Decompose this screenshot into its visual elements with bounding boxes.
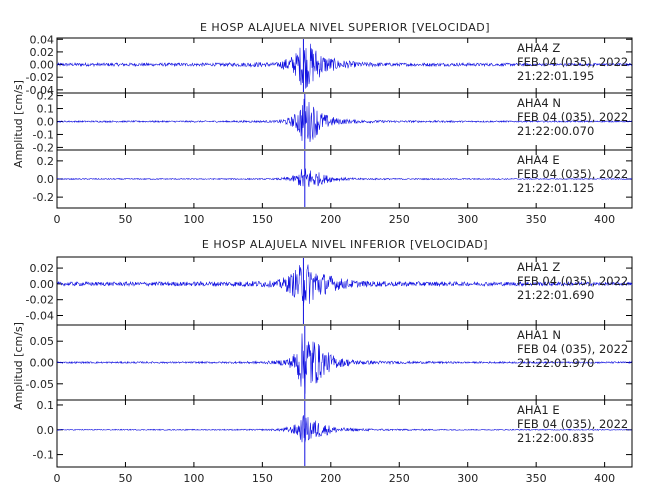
record-time-label: 21:22:01.970 xyxy=(517,356,594,370)
y-tick-label: -0.1 xyxy=(33,128,54,141)
y-tick-label: -0.2 xyxy=(33,191,54,204)
record-date-label: FEB 04 (035), 2022 xyxy=(517,55,628,69)
y-tick-label: 0.00 xyxy=(30,278,55,291)
x-tick-label: 150 xyxy=(252,213,273,226)
y-tick-label: 0.00 xyxy=(30,357,55,370)
record-time-label: 21:22:00.835 xyxy=(517,431,594,445)
x-tick-label: 100 xyxy=(183,213,204,226)
x-tick-label: 50 xyxy=(118,213,132,226)
y-axis-label: Amplitud [cm/s] xyxy=(12,322,25,410)
x-tick-label: 0 xyxy=(54,472,61,485)
y-tick-label: -0.04 xyxy=(26,310,54,323)
y-axis-label: Amplitud [cm/s] xyxy=(12,80,25,168)
x-tick-label: 200 xyxy=(320,472,341,485)
waveform-aha4-z xyxy=(56,43,633,89)
x-tick-label: 150 xyxy=(252,472,273,485)
station-component-label: AHA1 Z xyxy=(517,260,560,274)
y-tick-label: 0.2 xyxy=(37,90,55,103)
x-tick-label: 0 xyxy=(54,213,61,226)
waveform-aha4-e xyxy=(56,168,633,187)
panel-frame-e xyxy=(56,399,633,468)
waveform-aha1-z xyxy=(56,264,633,306)
y-tick-label: -0.05 xyxy=(26,378,54,391)
record-date-label: FEB 04 (035), 2022 xyxy=(517,342,628,356)
station-component-label: AHA4 E xyxy=(517,153,560,167)
record-time-label: 21:22:01.195 xyxy=(517,69,594,83)
station-component-label: AHA4 Z xyxy=(517,41,560,55)
y-tick-label: 0.02 xyxy=(30,46,55,59)
y-tick-label: 0.05 xyxy=(30,335,55,348)
record-time-label: 21:22:01.125 xyxy=(517,181,594,195)
chart-title: E HOSP ALAJUELA NIVEL INFERIOR [VELOCIDA… xyxy=(202,238,488,251)
y-tick-label: 0.1 xyxy=(37,399,55,412)
y-tick-label: -0.04 xyxy=(26,84,54,97)
waveform-aha1-n xyxy=(56,333,633,394)
record-time-label: 21:22:00.070 xyxy=(517,124,594,138)
record-date-label: FEB 04 (035), 2022 xyxy=(517,110,628,124)
record-date-label: FEB 04 (035), 2022 xyxy=(517,167,628,181)
x-tick-label: 350 xyxy=(526,213,547,226)
station-component-label: AHA4 N xyxy=(517,96,561,110)
y-tick-label: 0.1 xyxy=(37,103,55,116)
x-tick-label: 300 xyxy=(457,213,478,226)
y-tick-label: 0.0 xyxy=(37,424,55,437)
x-tick-label: 200 xyxy=(320,213,341,226)
y-tick-label: -0.02 xyxy=(26,294,54,307)
x-tick-label: 250 xyxy=(389,472,410,485)
y-tick-label: 0.00 xyxy=(30,59,55,72)
x-tick-label: 100 xyxy=(183,472,204,485)
x-tick-label: 350 xyxy=(526,472,547,485)
waveform-aha1-e xyxy=(56,415,632,443)
y-tick-label: 0.0 xyxy=(37,173,55,186)
y-tick-label: 0.02 xyxy=(30,262,55,275)
x-tick-label: 300 xyxy=(457,472,478,485)
y-tick-label: 0.2 xyxy=(37,155,55,168)
y-tick-label: 0.0 xyxy=(37,116,55,129)
record-date-label: FEB 04 (035), 2022 xyxy=(517,417,628,431)
y-tick-label: 0.04 xyxy=(30,33,55,46)
waveform-aha4-n xyxy=(57,98,633,143)
record-date-label: FEB 04 (035), 2022 xyxy=(517,274,628,288)
x-tick-label: 400 xyxy=(594,213,615,226)
station-component-label: AHA1 N xyxy=(517,328,561,342)
x-tick-label: 400 xyxy=(594,472,615,485)
record-time-label: 21:22:01.690 xyxy=(517,288,594,302)
chart-title: E HOSP ALAJUELA NIVEL SUPERIOR [VELOCIDA… xyxy=(200,21,490,34)
station-component-label: AHA1 E xyxy=(517,403,560,417)
y-tick-label: -0.02 xyxy=(26,71,54,84)
x-tick-label: 50 xyxy=(118,472,132,485)
y-tick-label: -0.1 xyxy=(33,449,54,462)
x-tick-label: 250 xyxy=(389,213,410,226)
y-tick-label: -0.2 xyxy=(33,141,54,154)
